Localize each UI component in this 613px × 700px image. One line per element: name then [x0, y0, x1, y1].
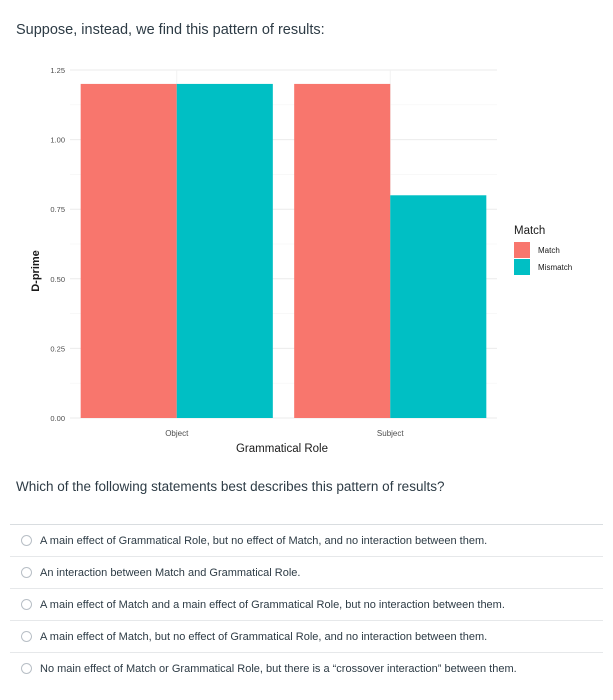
legend-label: Match — [538, 246, 560, 255]
answer-options: A main effect of Grammatical Role, but n… — [10, 524, 603, 684]
y-tick-label: 0.50 — [50, 275, 65, 284]
y-tick-label: 0.25 — [50, 344, 65, 353]
bar-mismatch-object — [176, 83, 273, 419]
x-tick-label: Subject — [377, 429, 404, 438]
answer-option[interactable]: A main effect of Grammatical Role, but n… — [10, 524, 603, 556]
bar-chart: 0.00 0.25 0.50 0.75 1.00 1.25 Object Subject D-… — [30, 66, 572, 455]
y-tick-label: 1.00 — [50, 136, 65, 145]
legend-label: Mismatch — [538, 263, 572, 272]
answer-option[interactable]: An interaction between Match and Grammat… — [10, 556, 603, 588]
x-tick-label: Object — [165, 429, 189, 438]
radio-button[interactable] — [21, 599, 32, 610]
y-tick-label: 1.25 — [50, 66, 65, 75]
option-label: A main effect of Match and a main effect… — [40, 598, 505, 611]
tick-layer: 0.00 0.25 0.50 0.75 1.00 1.25 Object Subject — [50, 66, 404, 438]
y-tick-label: 0.75 — [50, 205, 65, 214]
legend-swatch-mismatch — [514, 259, 530, 275]
bar-match-subject — [294, 83, 391, 419]
answer-option[interactable]: A main effect of Match and a main effect… — [10, 588, 603, 620]
option-label: A main effect of Match, but no effect of… — [40, 630, 488, 643]
bar-layer — [80, 83, 487, 419]
answer-option[interactable]: A main effect of Match, but no effect of… — [10, 620, 603, 652]
radio-button[interactable] — [21, 663, 32, 674]
radio-button[interactable] — [21, 535, 32, 546]
intro-text: Suppose, instead, we find this pattern o… — [16, 22, 325, 38]
radio-button[interactable] — [21, 631, 32, 642]
answer-option[interactable]: No main effect of Match or Grammatical R… — [10, 652, 603, 684]
option-label: An interaction between Match and Grammat… — [40, 566, 301, 579]
option-label: A main effect of Grammatical Role, but n… — [40, 534, 488, 547]
y-tick-label: 0.00 — [50, 414, 65, 423]
y-axis-label: D-prime — [30, 250, 42, 292]
x-axis-label: Grammatical Role — [236, 443, 328, 455]
radio-button[interactable] — [21, 567, 32, 578]
question-text: Which of the following statements best d… — [16, 479, 445, 494]
legend: Match Match Mismatch — [514, 225, 572, 275]
bar-match-object — [80, 83, 177, 419]
legend-swatch-match — [514, 242, 530, 258]
option-label: No main effect of Match or Grammatical R… — [40, 662, 517, 675]
legend-title: Match — [514, 225, 545, 237]
bar-mismatch-subject — [390, 195, 487, 418]
